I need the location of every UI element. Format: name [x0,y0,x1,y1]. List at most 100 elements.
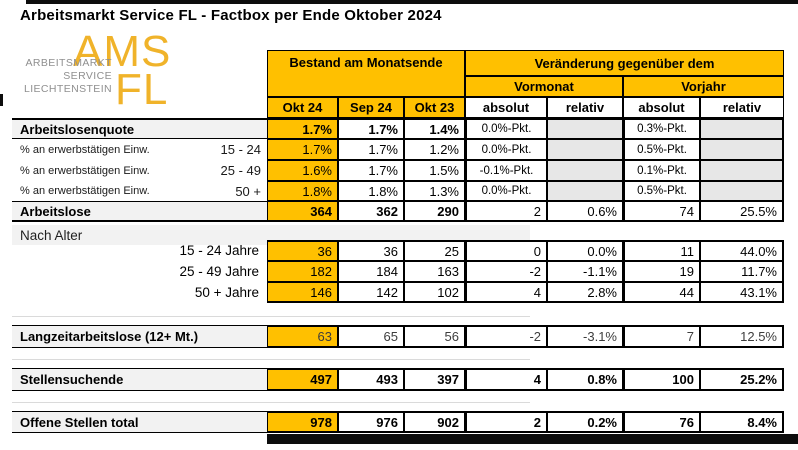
cell-sep24: 1.7% [338,139,404,160]
cell-vorjahr-absolut: 11 [623,240,700,261]
cell-vorjahr-absolut: 44 [623,282,700,303]
separator-line [12,359,530,360]
separator-line [12,402,530,403]
row-label-range: 15 - 24 [220,142,261,157]
cell-vorjahr-absolut: 19 [623,261,700,282]
cell-vormonat-relativ [547,181,623,201]
cell-okt23: 1.3% [404,181,465,201]
cell-sep24: 976 [338,411,404,433]
cell-vormonat-absolut: 0.0%-Pkt. [465,118,547,139]
row-label: Langzeitarbeitslose (12+ Mt.) [12,325,267,348]
cell-okt24: 1.8% [267,181,338,201]
table-row-age-15-24: 15 - 24 Jahre 36 36 25 0 0.0% 11 44.0% [12,240,784,261]
table-row-quote-50plus: % an erwerbstätigen Einw. 50 + 1.8% 1.8%… [12,181,784,201]
logo-org-line3: LIECHTENSTEIN [23,83,112,95]
cell-okt23: 56 [404,325,465,348]
cell-vorjahr-absolut: 0.5%-Pkt. [623,181,700,201]
cell-okt23: 290 [404,201,465,222]
header-col-okt24: Okt 24 [267,97,338,118]
table-row-arbeitslosenquote: Arbeitslosenquote 1.7% 1.7% 1.4% 0.0%-Pk… [12,118,784,139]
cell-vorjahr-relativ: 8.4% [700,411,784,433]
cell-vormonat-relativ: 2.8% [547,282,623,303]
cell-vormonat-relativ [547,139,623,160]
cell-vormonat-absolut: 0.0%-Pkt. [465,181,547,201]
row-label: 50 + Jahre [194,285,259,300]
cell-vorjahr-relativ [700,160,784,181]
table-row-quote-25-49: % an erwerbstätigen Einw. 25 - 49 1.6% 1… [12,160,784,181]
row-label: % an erwerbstätigen Einw. 25 - 49 [12,160,267,181]
cell-sep24: 184 [338,261,404,282]
table-row-age-25-49: 25 - 49 Jahre 182 184 163 -2 -1.1% 19 11… [12,261,784,282]
cell-okt23: 1.5% [404,160,465,181]
header-group-bestand: Bestand am Monatsende [267,50,465,97]
cell-okt24: 1.7% [267,118,338,139]
cell-vormonat-absolut: -2 [465,261,547,282]
row-label: Offene Stellen total [12,411,267,433]
cell-okt24: 1.7% [267,139,338,160]
cell-okt24: 63 [267,325,338,348]
bottom-border-bar [267,434,798,444]
cell-okt23: 163 [404,261,465,282]
cell-sep24: 1.8% [338,181,404,201]
row-label-range: 50 + [235,183,261,199]
cell-vorjahr-relativ: 11.7% [700,261,784,282]
cell-vorjahr-relativ: 12.5% [700,325,784,348]
cell-vorjahr-absolut: 0.1%-Pkt. [623,160,700,181]
cell-vormonat-relativ: 0.0% [547,240,623,261]
table-row-arbeitslose: Arbeitslose 364 362 290 2 0.6% 74 25.5% [12,201,784,222]
row-label-desc: % an erwerbstätigen Einw. [20,185,150,197]
cell-vorjahr-absolut: 74 [623,201,700,222]
logo-org-line1: ARBEITSMARKT [25,57,112,69]
row-label: % an erwerbstätigen Einw. 50 + [12,181,267,201]
header-group-veraenderung: Veränderung gegenüber dem [465,50,784,76]
table-header: Bestand am Monatsende Veränderung gegenü… [267,50,784,118]
cell-vormonat-relativ [547,160,623,181]
cell-sep24: 493 [338,368,404,391]
row-label-range: 25 - 49 [220,163,261,178]
table-row-offene-stellen: Offene Stellen total 978 976 902 2 0.2% … [12,411,784,433]
table-row-quote-15-24: % an erwerbstätigen Einw. 15 - 24 1.7% 1… [12,139,784,160]
page-title: Arbeitsmarkt Service FL - Factbox per En… [20,7,442,24]
top-border-bar [26,0,798,4]
header-col-sep24: Sep 24 [338,97,404,118]
cell-okt24: 364 [267,201,338,222]
header-sub-vorjahr: Vorjahr [623,76,784,97]
cell-vorjahr-relativ [700,181,784,201]
header-col-vm-absolut: absolut [465,97,547,118]
cell-sep24: 36 [338,240,404,261]
table-row-age-50plus: 50 + Jahre 146 142 102 4 2.8% 44 43.1% [12,282,784,303]
cell-okt23: 397 [404,368,465,391]
row-label: 25 - 49 Jahre [179,264,259,279]
cell-vormonat-absolut: 0 [465,240,547,261]
cell-vorjahr-relativ [700,118,784,139]
cell-vormonat-relativ: -3.1% [547,325,623,348]
cell-okt23: 25 [404,240,465,261]
cell-okt24: 36 [267,240,338,261]
row-label: % an erwerbstätigen Einw. 15 - 24 [12,139,267,160]
cell-okt24: 1.6% [267,160,338,181]
cell-vorjahr-relativ: 43.1% [700,282,784,303]
cell-vorjahr-absolut: 0.5%-Pkt. [623,139,700,160]
logo-org-line2: SERVICE [63,70,112,82]
row-label-desc: % an erwerbstätigen Einw. [20,164,150,177]
logo-acronym-fl: FL [115,65,169,114]
logo-acronym-ams: AMS [73,27,172,76]
table-row-langzeitarbeitslose: Langzeitarbeitslose (12+ Mt.) 63 65 56 -… [12,325,784,348]
cell-vormonat-relativ [547,118,623,139]
cell-sep24: 65 [338,325,404,348]
row-label: Arbeitslosenquote [12,118,267,139]
cell-vormonat-absolut: -2 [465,325,547,348]
cell-vormonat-relativ: -1.1% [547,261,623,282]
cell-sep24: 362 [338,201,404,222]
cell-okt23: 1.2% [404,139,465,160]
cell-vormonat-absolut: 2 [465,411,547,433]
row-label: 15 - 24 Jahre [179,243,259,258]
cell-vorjahr-absolut: 100 [623,368,700,391]
header-col-okt23: Okt 23 [404,97,465,118]
cell-vorjahr-absolut: 7 [623,325,700,348]
cell-vorjahr-relativ: 25.2% [700,368,784,391]
cell-okt24: 497 [267,368,338,391]
cell-vormonat-absolut: 4 [465,368,547,391]
cell-okt24: 978 [267,411,338,433]
